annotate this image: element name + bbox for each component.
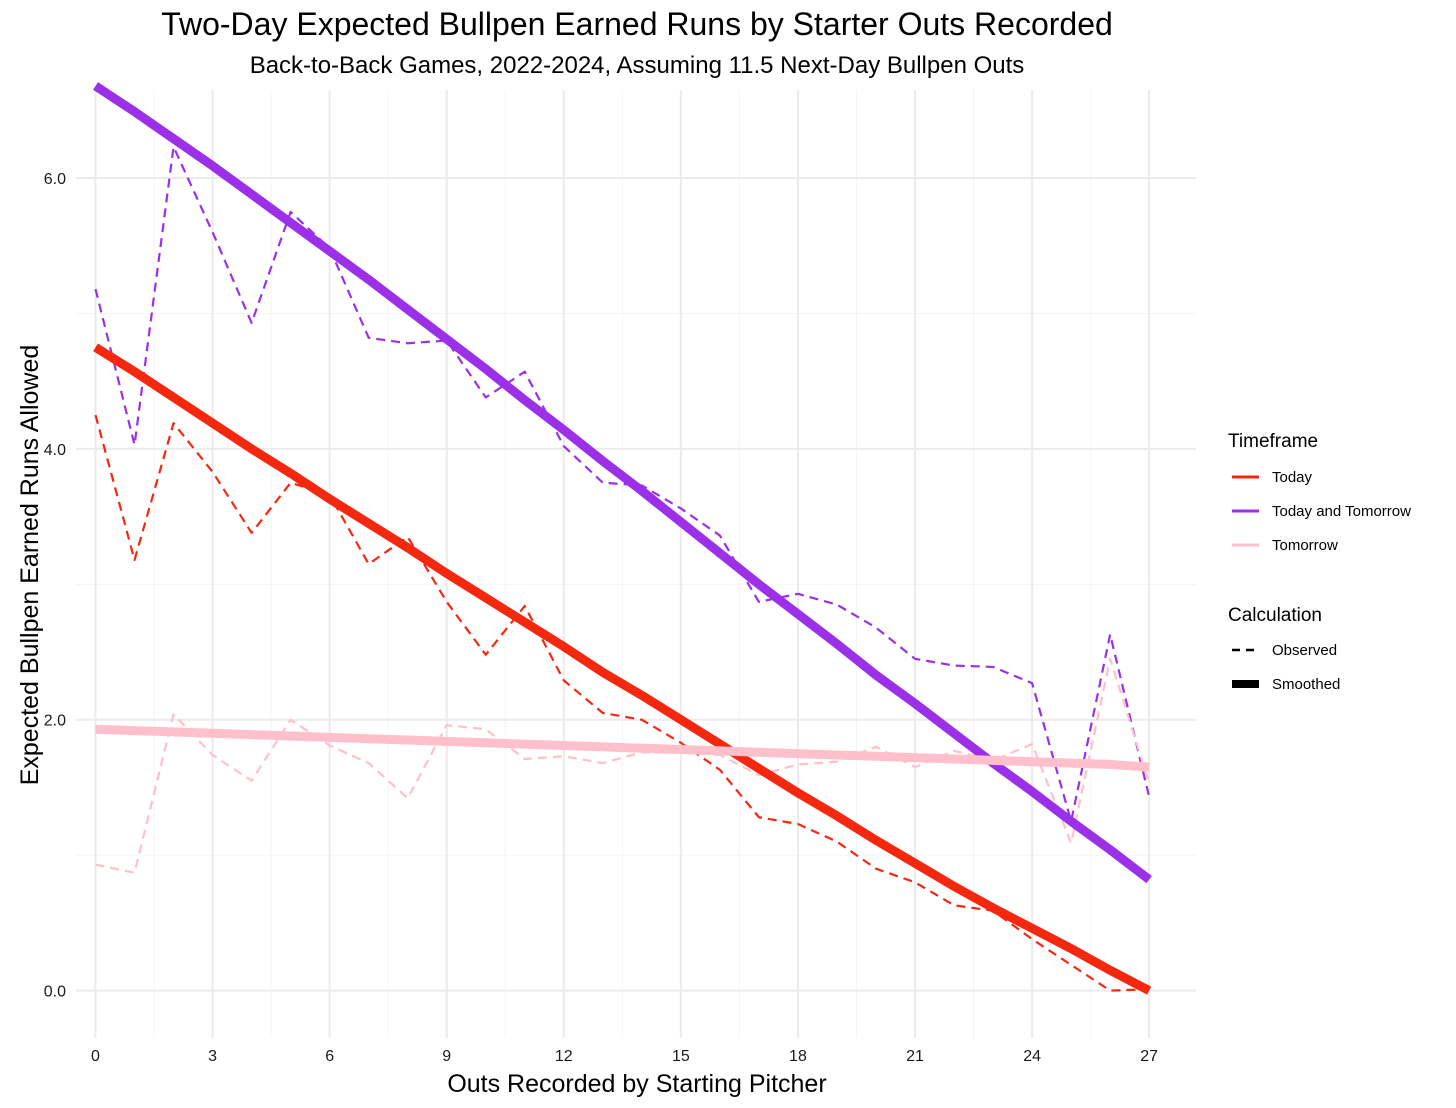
x-tick-label: 12 [555,1048,573,1065]
x-tick-label: 0 [91,1048,100,1065]
legend-label: Smoothed [1272,676,1340,693]
axis-ticks: 0.0 2.0 4.0 6.0 0 3 6 9 12 15 18 21 24 27 [44,171,1158,1065]
x-tick-label: 18 [789,1048,807,1065]
x-axis-title: Outs Recorded by Starting Pitcher [447,1070,826,1098]
chart-subtitle: Back-to-Back Games, 2022-2024, Assuming … [250,52,1025,79]
legend-label: Today [1272,469,1313,486]
series-lines [93,82,1152,995]
legend-title-timeframe: Timeframe [1228,431,1318,452]
x-tick-label: 6 [325,1048,334,1065]
y-tick-label: 6.0 [44,171,66,188]
series-line-tomorrow-smoothed [95,724,1150,772]
legend-label: Observed [1272,642,1337,659]
y-axis-title: Expected Bullpen Earned Runs Allowed [16,345,44,786]
legend-title-calculation: Calculation [1228,605,1322,626]
x-tick-label: 27 [1140,1048,1158,1065]
legend-label: Today and Tomorrow [1272,503,1411,520]
x-tick-label: 24 [1023,1048,1041,1065]
grid [76,90,1196,1038]
series-line-today-and-tomorrow-smoothed [93,82,1152,884]
series-line-today-smoothed [93,343,1152,995]
series-line-today-and-tomorrow-observed [94,145,1151,823]
legend-label: Tomorrow [1272,537,1338,554]
x-tick-label: 3 [208,1048,217,1065]
y-tick-label: 2.0 [44,713,66,730]
y-tick-label: 4.0 [44,442,66,459]
legend: Timeframe Today Today and Tomorrow Tomorrow… [1228,431,1411,693]
series-line-today-observed [94,414,1150,992]
x-tick-label: 21 [906,1048,924,1065]
chart-title: Two-Day Expected Bullpen Earned Runs by … [161,6,1113,42]
x-tick-label: 9 [442,1048,451,1065]
x-tick-label: 15 [672,1048,690,1065]
y-tick-label: 0.0 [44,984,66,1001]
